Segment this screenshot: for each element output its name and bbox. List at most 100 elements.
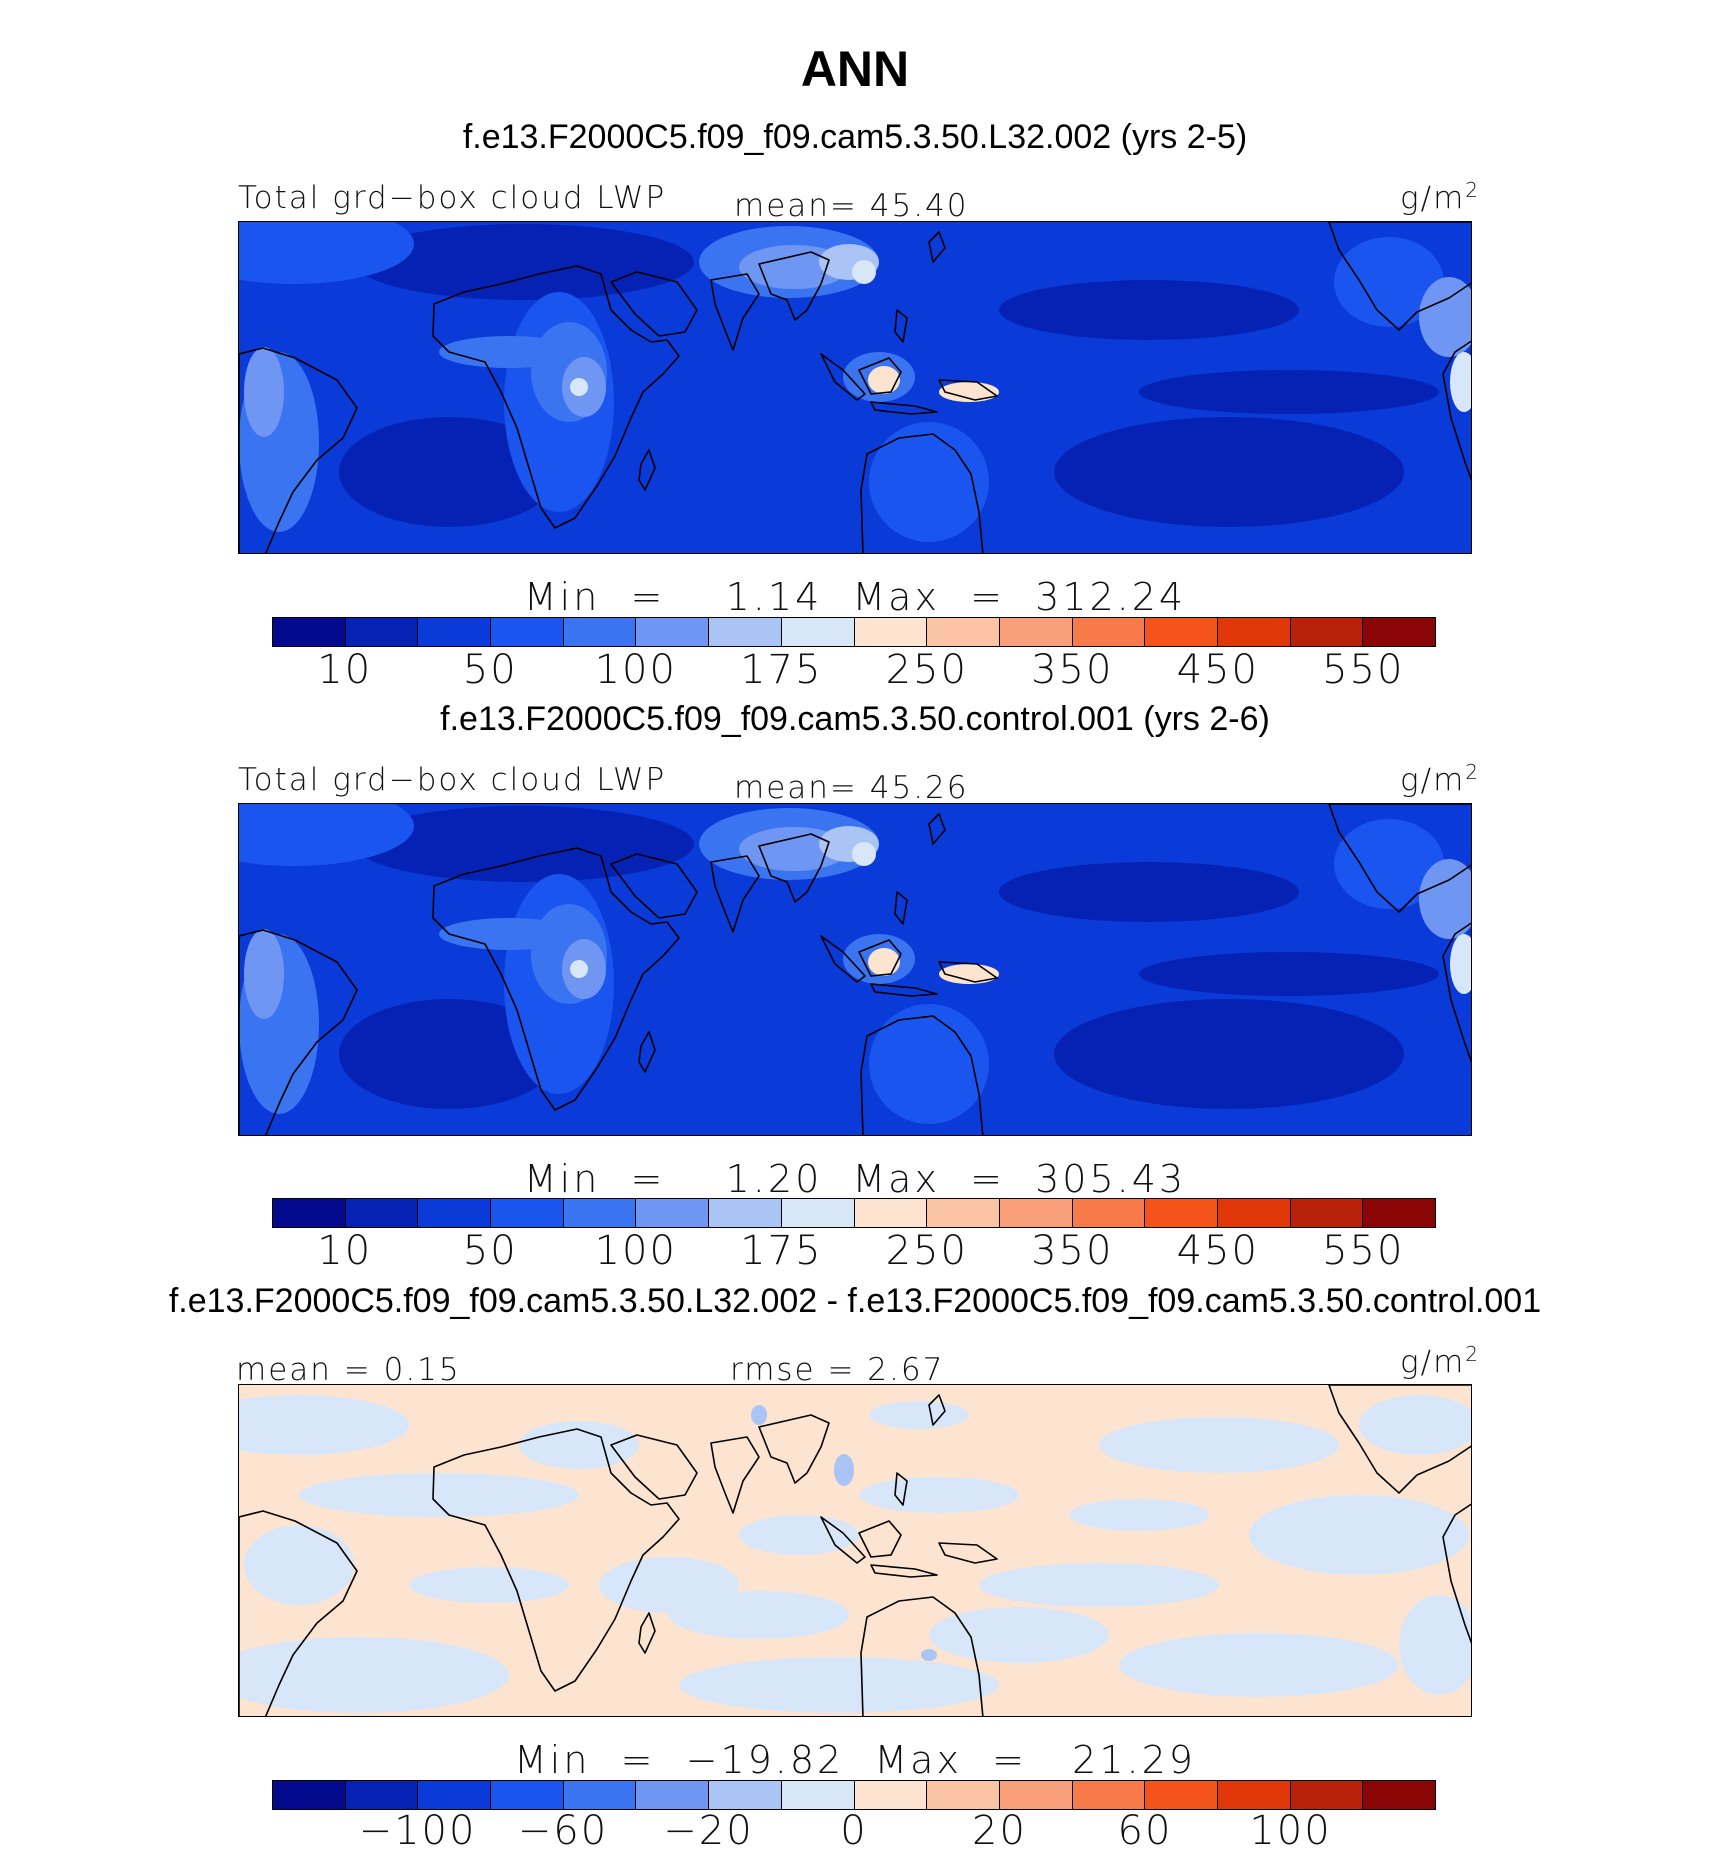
field-contour [921, 1649, 937, 1661]
colorbar-tick-label: −60 [517, 1808, 609, 1854]
field-contour [1054, 417, 1404, 527]
colorbar-swatch [273, 618, 346, 646]
panel1-units-exponent: 2 [1465, 178, 1478, 202]
colorbar-swatch [636, 1199, 710, 1227]
panel2-min-max: Min = 1.20 Max = 305.43 [523, 1157, 1187, 1201]
coastline-namerica [1328, 804, 1471, 913]
field-contour [834, 1454, 854, 1486]
colorbar-tick-label: 10 [317, 647, 373, 693]
panel3-mean-label: mean = 0.15 [236, 1352, 461, 1388]
panel1-colorbar-ticks: 10 50 100 175 250 350 450 550 [272, 647, 1436, 693]
colorbar-swatch [1072, 1199, 1146, 1227]
colorbar-swatch [1363, 618, 1435, 646]
colorbar-swatch [709, 618, 782, 646]
coastline-madagascar [638, 449, 656, 491]
colorbar-swatch [999, 1781, 1073, 1809]
field-contour [979, 1563, 1219, 1607]
colorbar-swatch [1217, 1199, 1291, 1227]
coastline-seasia [758, 1414, 830, 1484]
colorbar-tick-label: 550 [1322, 647, 1405, 693]
panel2-mean-label: mean= 45.26 [734, 770, 969, 806]
field-contour [239, 222, 414, 284]
field-contour [239, 1395, 409, 1455]
colorbar-swatch [927, 1199, 1000, 1227]
field-contour [1334, 819, 1444, 909]
field-contour [1334, 237, 1444, 327]
field-contour [1399, 1595, 1471, 1695]
field-contour [599, 1557, 739, 1613]
colorbar-swatch [273, 1781, 346, 1809]
colorbar-tick-label: 350 [1031, 1228, 1114, 1274]
coastline-newguinea [938, 961, 998, 983]
colorbar-swatch [781, 618, 855, 646]
coastline-australia [860, 1596, 984, 1716]
coastline-arabia [610, 1434, 698, 1500]
field-contour [519, 1421, 639, 1469]
colorbar-tick-label: 550 [1322, 1228, 1405, 1274]
coastline-sumatra [820, 1516, 866, 1564]
field-contour [339, 417, 559, 527]
colorbar-tick-label: 20 [972, 1808, 1027, 1854]
panel2-case-title: f.e13.F2000C5.f09_f09.cam5.3.50.control.… [440, 700, 1270, 738]
coastline-india [710, 855, 760, 933]
panel3-case-title: f.e13.F2000C5.f09_f09.cam5.3.50.L32.002 … [168, 1282, 1542, 1320]
field-contour [409, 1567, 569, 1603]
field-contour [439, 336, 579, 368]
field-contour [868, 366, 900, 394]
coastline-japan [928, 1394, 946, 1426]
panel1-case-title: f.e13.F2000C5.f09_f09.cam5.3.50.L32.002 … [462, 118, 1248, 156]
colorbar-swatch [636, 618, 710, 646]
colorbar-tick-label: 60 [1117, 1808, 1173, 1854]
coastline-japan [928, 231, 946, 263]
panel2-units-label: g/m2 [1400, 760, 1478, 798]
field-contour [570, 960, 588, 978]
coastline-samerica [239, 929, 358, 1135]
panel3-units-exponent: 2 [1465, 1342, 1478, 1366]
colorbar-swatch [345, 1199, 419, 1227]
coastline-seasia [758, 251, 830, 321]
colorbar-swatch [1217, 618, 1291, 646]
colorbar-tick-label: 250 [885, 647, 968, 693]
coastline-philippines [894, 891, 908, 925]
panel2-units-base: g/m [1400, 762, 1466, 799]
colorbar-swatch [563, 1781, 637, 1809]
panel3-map [238, 1384, 1472, 1717]
colorbar-tick-label: 450 [1176, 1228, 1259, 1274]
coastline-sumatra [820, 353, 866, 401]
coastline-africa [432, 847, 680, 1111]
panel2-variable-label: Total grd−box cloud LWP [238, 762, 667, 798]
coastline-india [710, 1436, 760, 1514]
colorbar-swatch [1290, 618, 1364, 646]
colorbar-swatch [491, 1781, 564, 1809]
colorbar-tick-label: 175 [740, 1228, 823, 1274]
colorbar-swatch [418, 1199, 492, 1227]
field-contour [1069, 1499, 1209, 1531]
coastline-seasia [758, 833, 830, 903]
coastline-java [870, 401, 938, 415]
field-contour [869, 1004, 989, 1124]
coastline-madagascar [638, 1612, 656, 1654]
panel3-colorbar-ticks: −100 −60 −20 0 20 60 100 [272, 1808, 1436, 1854]
coastline-samerica [239, 1510, 358, 1716]
field-contour [999, 862, 1299, 922]
coastline-madagascar [638, 1031, 656, 1073]
coastline-africa [432, 1428, 680, 1692]
field-contour [852, 842, 876, 866]
field-contour [1139, 952, 1439, 996]
colorbar-swatch [927, 1781, 1000, 1809]
colorbar-swatch [1072, 618, 1146, 646]
panel2-colorbar [272, 1198, 1436, 1228]
coastline-newguinea [938, 1542, 998, 1564]
coastline-japan [928, 813, 946, 845]
panel3-units-label: g/m2 [1400, 1342, 1478, 1380]
coastline-westsamerica [1442, 922, 1471, 1063]
colorbar-tick-label: 350 [1031, 647, 1114, 693]
coastline-samerica [239, 347, 358, 553]
field-contour [439, 918, 579, 950]
colorbar-tick-label: 100 [1249, 1808, 1332, 1854]
field-contour [339, 999, 559, 1109]
colorbar-tick-label: 100 [594, 647, 677, 693]
colorbar-swatch [1290, 1781, 1364, 1809]
field-contour [1419, 277, 1471, 357]
panel2-units-exponent: 2 [1465, 760, 1478, 784]
